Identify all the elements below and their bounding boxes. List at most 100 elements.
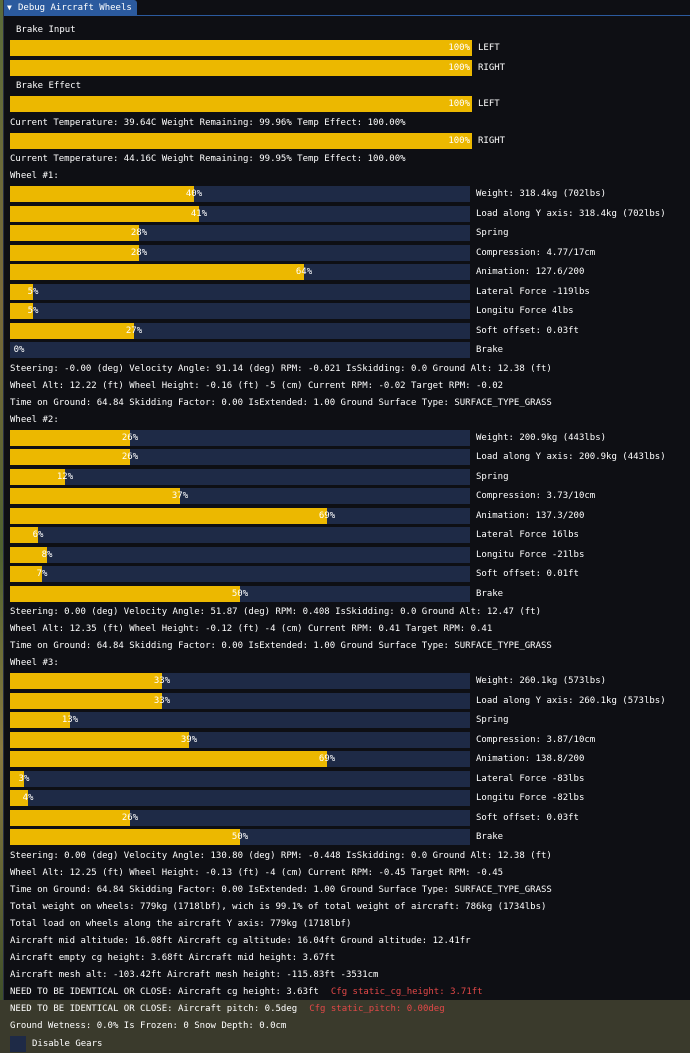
progress-label: Soft offset: 0.01ft xyxy=(476,569,579,579)
progress-bar: 28% xyxy=(10,225,470,241)
progress-bar: 69% xyxy=(10,507,470,524)
progress-label: Load along Y axis: 318.4kg (702lbs) xyxy=(476,208,666,219)
progress-percent: 13% xyxy=(61,715,79,725)
debug-window: ▼ Debug Aircraft Wheels Brake Input 100%… xyxy=(3,0,690,1052)
brake-right-info: Current Temperature: 44.16C Weight Remai… xyxy=(10,154,406,164)
progress-row: 27% Soft offset: 0.03ft xyxy=(10,322,686,342)
progress-percent: 100% xyxy=(448,62,470,73)
progress-row: 33% Weight: 260.1kg (573lbs) xyxy=(10,672,686,692)
progress-label: Weight: 200.9kg (443lbs) xyxy=(476,432,607,443)
progress-fill xyxy=(10,264,304,280)
brake-input-bars: 100% LEFT 100% RIGHT xyxy=(10,39,686,78)
progress-fill xyxy=(10,692,162,709)
progress-fill xyxy=(10,132,472,149)
wheel-info-line: Time on Ground: 64.84 Skidding Factor: 0… xyxy=(10,397,552,408)
progress-percent: 3% xyxy=(18,773,30,784)
progress-percent: 5% xyxy=(27,286,39,297)
progress-percent: 4% xyxy=(22,793,34,803)
progress-label: Weight: 318.4kg (702lbs) xyxy=(476,189,607,199)
progress-bar: 100% xyxy=(10,96,472,112)
progress-percent: 100% xyxy=(448,99,470,109)
progress-bar: 0% xyxy=(10,342,470,358)
progress-percent: 0% xyxy=(13,345,25,355)
progress-bar: 4% xyxy=(10,790,470,806)
cfg-pitch-warning: Cfg static_pitch: 0.00deg xyxy=(309,1003,445,1014)
progress-label: Load along Y axis: 200.9kg (443lbs) xyxy=(476,452,666,462)
progress-fill xyxy=(10,244,139,261)
progress-label: Longitu Force -82lbs xyxy=(476,793,585,803)
progress-row: 33% Load along Y axis: 260.1kg (573lbs) xyxy=(10,692,686,712)
progress-bar: 41% xyxy=(10,205,470,222)
progress-percent: 69% xyxy=(318,510,336,521)
progress-bar: 28% xyxy=(10,244,470,261)
progress-bar: 50% xyxy=(10,829,470,845)
progress-row: 26% Weight: 200.9kg (443lbs) xyxy=(10,429,686,449)
progress-percent: 8% xyxy=(41,549,53,560)
progress-fill xyxy=(10,40,472,56)
progress-bar: 7% xyxy=(10,566,470,582)
progress-bar: 69% xyxy=(10,751,470,767)
wheel-section: Wheel #3: 33% Weight: 260.1kg (573lbs) 33% L… xyxy=(10,655,686,899)
progress-row: 28% Compression: 4.77/17cm xyxy=(10,244,686,264)
progress-fill xyxy=(10,429,130,446)
progress-percent: 37% xyxy=(171,491,189,501)
progress-fill xyxy=(10,790,28,806)
progress-percent: 40% xyxy=(185,189,203,199)
progress-row: 6% Lateral Force 16lbs xyxy=(10,526,686,546)
identical-pitch-line: NEED TO BE IDENTICAL OR CLOSE: Aircraft … xyxy=(10,1001,686,1018)
progress-bar: 26% xyxy=(10,449,470,465)
progress-label: Spring xyxy=(476,471,509,482)
progress-label: Weight: 260.1kg (573lbs) xyxy=(476,676,607,686)
progress-percent: 6% xyxy=(32,530,44,540)
progress-fill xyxy=(10,809,130,826)
progress-row: 69% Animation: 137.3/200 xyxy=(10,507,686,527)
progress-label: Animation: 127.6/200 xyxy=(476,267,585,277)
progress-percent: 27% xyxy=(125,325,143,336)
progress-bar: 39% xyxy=(10,731,470,748)
total-load-text: Total load on wheels along the aircraft … xyxy=(10,918,352,929)
progress-row: 100% RIGHT xyxy=(10,59,686,79)
progress-bar: 100% xyxy=(10,40,472,56)
progress-row: 4% Longitu Force -82lbs xyxy=(10,789,686,809)
wheel-section: Wheel #1: 40% Weight: 318.4kg (702lbs) 41% L… xyxy=(10,168,686,412)
progress-fill xyxy=(10,829,240,845)
wheel-info-line: Steering: 0.00 (deg) Velocity Angle: 51.… xyxy=(10,607,542,617)
disable-gears-label: Disable Gears xyxy=(32,1038,103,1049)
progress-label: Compression: 3.73/10cm xyxy=(476,491,596,501)
progress-bar: 33% xyxy=(10,692,470,709)
progress-label: Brake xyxy=(476,588,504,599)
progress-fill xyxy=(10,205,199,222)
wheel-info-line: Time on Ground: 64.84 Skidding Factor: 0… xyxy=(10,884,552,895)
progress-bar: 33% xyxy=(10,673,470,689)
wheel-info-line: Time on Ground: 64.84 Skidding Factor: 0… xyxy=(10,641,552,651)
total-weight-text: Total weight on wheels: 779kg (1718lbf),… xyxy=(10,901,547,912)
window-titlebar[interactable]: ▼ Debug Aircraft Wheels xyxy=(4,0,137,16)
progress-row: 7% Soft offset: 0.01ft xyxy=(10,565,686,585)
progress-bar: 37% xyxy=(10,488,470,504)
progress-fill xyxy=(10,546,47,563)
progress-label: Lateral Force -119lbs xyxy=(476,286,590,297)
progress-row: 69% Animation: 138.8/200 xyxy=(10,750,686,770)
progress-row: 100% LEFT xyxy=(10,95,686,115)
progress-row: 37% Compression: 3.73/10cm xyxy=(10,487,686,507)
disable-gears-checkbox[interactable] xyxy=(10,1035,26,1052)
progress-percent: 100% xyxy=(448,43,470,53)
progress-fill xyxy=(10,673,162,689)
progress-fill xyxy=(10,712,70,728)
progress-bar: 12% xyxy=(10,468,470,485)
collapse-arrow-icon[interactable]: ▼ xyxy=(7,3,12,12)
progress-fill xyxy=(10,585,240,602)
progress-bar: 40% xyxy=(10,186,470,202)
brake-input-header: Brake Input xyxy=(16,25,76,35)
brake-effect-header: Brake Effect xyxy=(16,81,82,91)
progress-row: 12% Spring xyxy=(10,468,686,488)
progress-fill xyxy=(10,225,139,241)
progress-percent: 28% xyxy=(130,228,148,238)
progress-label: LEFT xyxy=(478,99,500,109)
progress-bar: 26% xyxy=(10,429,470,446)
progress-bar: 13% xyxy=(10,712,470,728)
disable-gears-toggle[interactable]: Disable Gears xyxy=(10,1035,686,1053)
progress-row: 64% Animation: 127.6/200 xyxy=(10,263,686,283)
wheel-info-line: Wheel Alt: 12.25 (ft) Wheel Height: -0.1… xyxy=(10,867,504,878)
progress-percent: 28% xyxy=(130,247,148,258)
